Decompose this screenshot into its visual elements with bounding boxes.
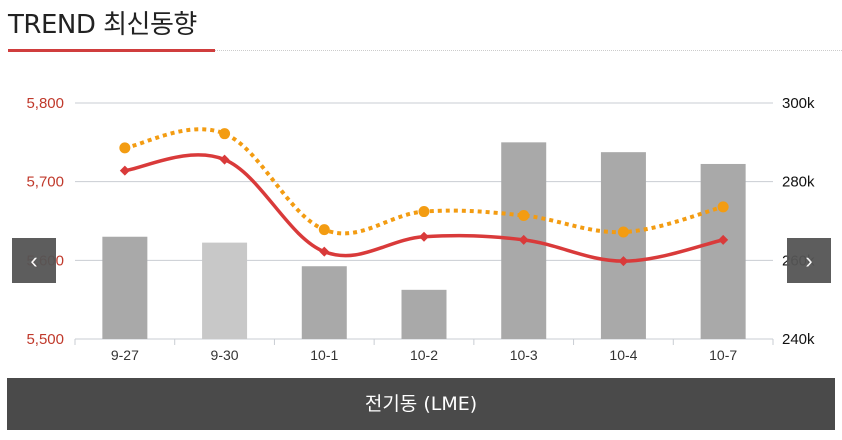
bar-9-30 bbox=[202, 242, 248, 339]
x-tick-label: 10-1 bbox=[310, 347, 338, 363]
bar-9-27 bbox=[102, 236, 148, 339]
title-divider bbox=[215, 50, 842, 51]
prev-arrow-button[interactable]: ‹ bbox=[12, 238, 56, 283]
y-right-tick: 300k bbox=[782, 95, 815, 112]
point-solid-10-7 bbox=[718, 234, 729, 245]
point-solid-10-4 bbox=[618, 256, 629, 267]
point-dotted-10-3 bbox=[518, 209, 530, 221]
y-left-tick: 5,800 bbox=[26, 95, 64, 112]
bar-10-7 bbox=[700, 163, 746, 339]
page-title: TREND 최신동향 bbox=[8, 10, 197, 40]
y-right-tick: 280k bbox=[782, 174, 815, 191]
x-tick-label: 9-30 bbox=[211, 347, 239, 363]
line-series bbox=[119, 127, 729, 267]
point-dotted-10-4 bbox=[617, 226, 629, 238]
point-solid-9-30 bbox=[219, 154, 230, 165]
y-right-tick: 240k bbox=[782, 331, 815, 348]
x-tick-label: 10-2 bbox=[410, 347, 438, 363]
point-dotted-9-30 bbox=[219, 128, 231, 140]
y-left-tick: 5,500 bbox=[26, 331, 64, 348]
bar-10-2 bbox=[401, 289, 447, 339]
next-arrow-button[interactable]: › bbox=[787, 238, 831, 283]
y-left-tick: 5,700 bbox=[26, 174, 64, 191]
point-solid-10-2 bbox=[419, 231, 429, 242]
chevron-left-icon: ‹ bbox=[30, 248, 38, 273]
bar-10-4 bbox=[600, 152, 646, 339]
footer-label: 전기동 (LME) bbox=[364, 393, 478, 415]
trend-chart: 5,5005,6005,7005,800240k260k280k300k9-27… bbox=[26, 95, 815, 363]
point-solid-9-27 bbox=[119, 165, 130, 176]
point-dotted-9-27 bbox=[119, 142, 131, 154]
chevron-right-icon: › bbox=[805, 248, 813, 273]
point-solid-10-3 bbox=[518, 234, 529, 245]
title-underline bbox=[8, 49, 215, 52]
x-tick-label: 10-7 bbox=[709, 347, 737, 363]
point-dotted-10-7 bbox=[717, 201, 729, 213]
point-dotted-10-2 bbox=[418, 206, 430, 218]
point-dotted-10-1 bbox=[318, 224, 330, 236]
bar-series bbox=[102, 142, 746, 339]
x-tick-label: 10-3 bbox=[510, 347, 538, 363]
x-tick-label: 9-27 bbox=[111, 347, 139, 363]
point-solid-10-1 bbox=[319, 246, 330, 257]
x-tick-label: 10-4 bbox=[609, 347, 637, 363]
bar-10-1 bbox=[301, 266, 347, 339]
footer-bar: 전기동 (LME) bbox=[7, 378, 835, 430]
